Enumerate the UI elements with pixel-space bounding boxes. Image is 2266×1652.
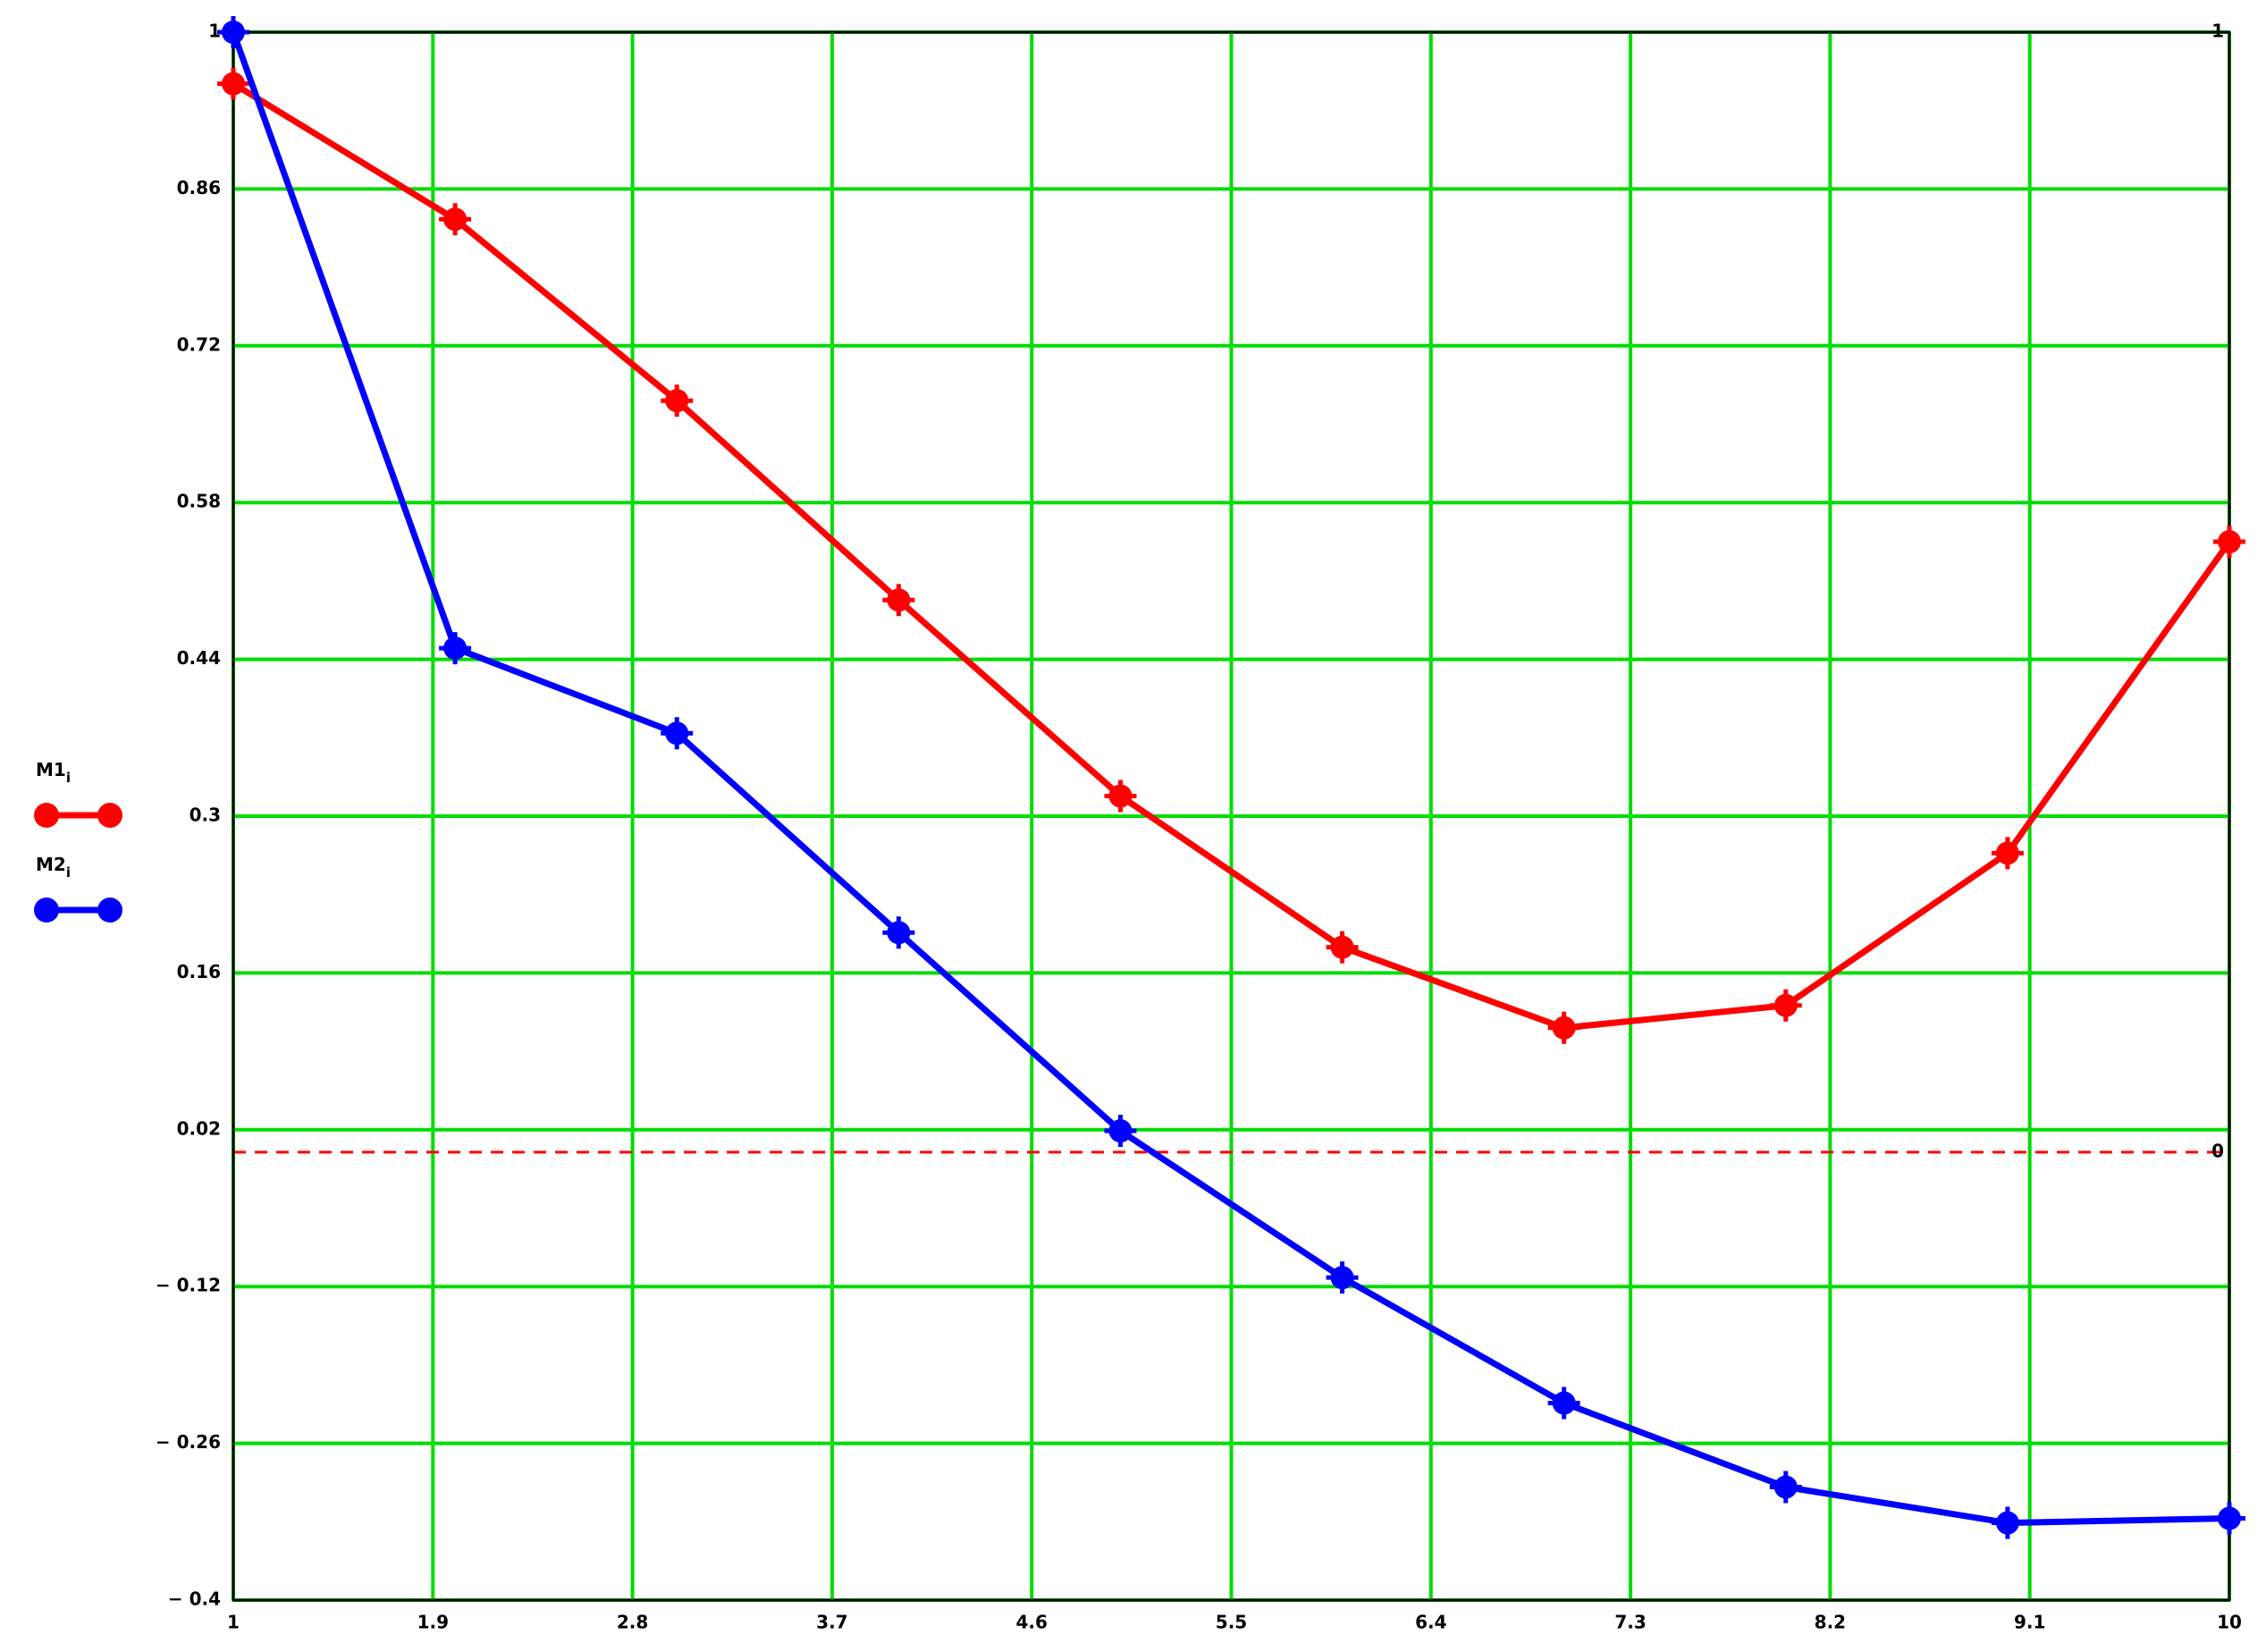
x-tick-label: 10 [2217,1612,2242,1633]
point [1547,1011,1580,1044]
point [217,67,249,100]
marker-label: 0 [2211,1140,2224,1161]
point-cross [1326,931,1359,964]
point-cross [1326,1261,1359,1294]
point-cross [439,203,472,236]
point [882,584,915,617]
y-tick-label: 0.72 [177,333,221,355]
point-cross [2213,526,2245,559]
x-tick-label: 5.5 [1216,1612,1247,1633]
point [1991,1506,2024,1539]
y-tick-label: 1 [208,21,221,42]
x-tick-label: 7.3 [1614,1612,1646,1633]
point-cross [661,717,694,750]
point [1104,1115,1137,1148]
point-cross [1547,1011,1580,1044]
point-cross [1991,1506,2024,1539]
y-tick-label: 0.16 [177,961,221,982]
point-cross [439,632,472,665]
legend-name: M1 [36,759,66,780]
point [439,203,472,236]
point-cross [217,16,249,48]
point-cross [1769,989,1802,1022]
y-tick-label: − 0.4 [168,1589,221,1610]
point [1991,837,2024,870]
legend-dot [34,803,59,828]
x-tick-label: 1.9 [417,1612,449,1633]
point [661,717,694,750]
point-cross [1769,1471,1802,1504]
point-cross [882,584,915,617]
point-cross [1104,780,1137,813]
legend-dot [34,898,59,923]
point [2213,1502,2245,1535]
point [1104,780,1137,813]
y-tick-label: 0.3 [190,805,221,826]
point-cross [1104,1115,1137,1148]
y-tick-label: 0.44 [177,647,221,669]
point-cross [661,384,694,417]
point [1326,1261,1359,1294]
x-tick-label: 2.8 [617,1612,648,1633]
point-cross [1547,1386,1580,1420]
y-tick-label: 0.02 [177,1117,221,1139]
x-tick-label: 3.7 [816,1612,847,1633]
point [1326,931,1359,964]
legend-dot [97,898,122,923]
legend-subscript: i [66,864,71,881]
plot-frame [232,30,2231,1602]
x-tick-label: 9.1 [2014,1612,2045,1633]
y-tick-label: − 0.26 [156,1431,221,1453]
point [217,16,249,48]
point [2213,526,2245,559]
series-line [232,80,2232,1032]
series-line [230,30,2230,1527]
y-tick-label: − 0.12 [156,1275,221,1296]
y-tick-label: 0.58 [177,491,221,512]
point [1547,1386,1580,1420]
legend-dot [97,803,122,828]
x-tick-label: 8.2 [1815,1612,1846,1633]
legend-label: M2i [36,854,71,881]
point [1769,1471,1802,1504]
point [439,632,472,665]
point-cross [882,916,915,949]
y-tick-label: 0.86 [177,177,221,198]
x-tick-label: 6.4 [1415,1612,1446,1633]
legend-name: M2 [36,854,66,875]
x-tick-label: 1 [227,1612,240,1633]
x-tick-label: 4.6 [1015,1612,1047,1633]
point [882,916,915,949]
legend-subscript: i [66,770,71,786]
point [661,384,694,417]
point-cross [217,67,249,100]
point-cross [1991,837,2024,870]
point-cross [2213,1502,2245,1535]
legend-label: M1i [36,759,71,786]
point [1769,989,1802,1022]
